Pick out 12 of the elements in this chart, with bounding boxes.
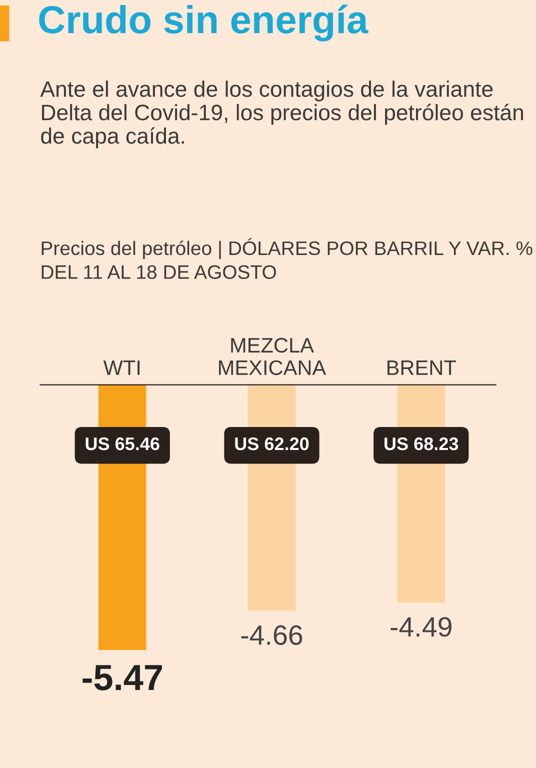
x-tick-label: BRENT [388,360,456,375]
data-label: -4.49 [390,617,452,637]
data-label: -4.66 [241,625,302,645]
x-tick-label: MEZCLA MEXICANA [219,338,326,376]
annotation: US 62.20 [235,437,309,450]
chart-subtitle: Ante el avance de los contagios de la variante Delta del Covid-19, los precios del petróleo están de capa caída. [40,80,523,148]
annotation: US 68.23 [384,437,458,450]
data-label: -5.47 [82,665,162,690]
annotation: US 65.46 [86,437,160,450]
text: Precios del petróleo | DÓLARES POR BARRIL Y VAR. % DEL 11 AL 18 DE AGOSTO [42,238,532,279]
x-tick-label: WTI [103,360,140,375]
chart-title: Crudo sin energía [39,4,368,42]
